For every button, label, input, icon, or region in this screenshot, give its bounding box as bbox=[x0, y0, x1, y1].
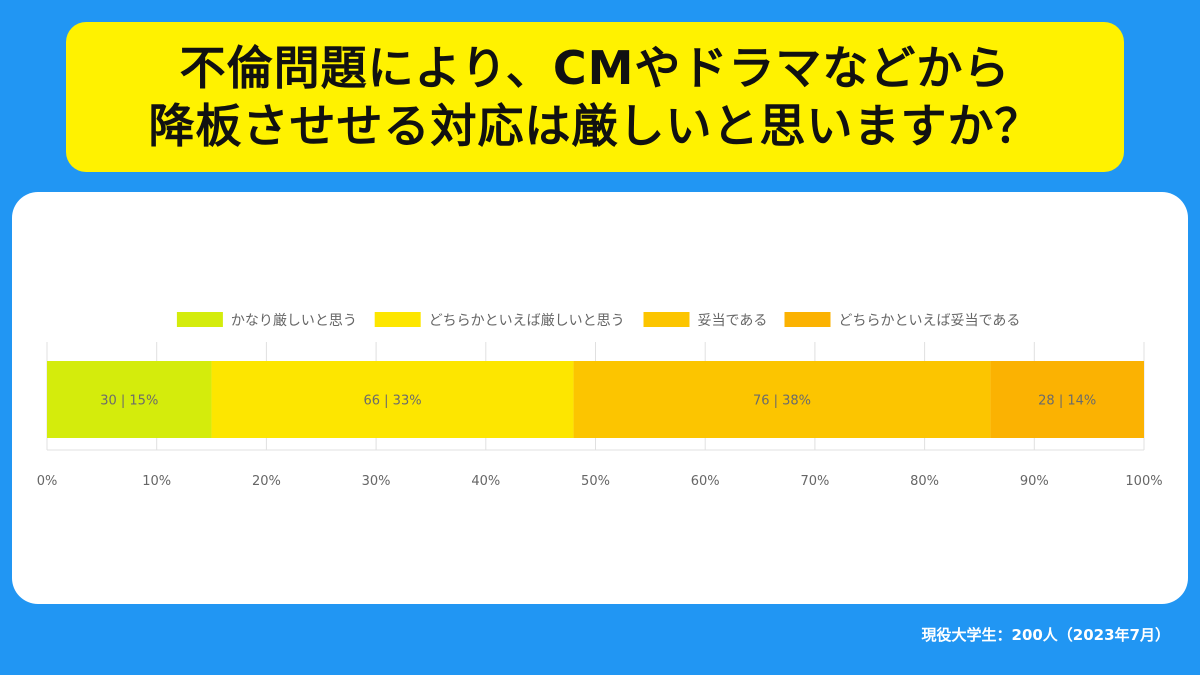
tick-label: 50% bbox=[581, 474, 610, 489]
data-label: 76 | 38% bbox=[753, 394, 811, 409]
legend-label: どちらかといえば妥当である bbox=[839, 313, 1021, 329]
bars: 30 | 15% 66 | 33% 76 | 38% 28 | 14% bbox=[47, 361, 1144, 438]
tick-label: 60% bbox=[691, 474, 720, 489]
legend: かなり厳しいと思う どちらかといえば厳しいと思う 妥当である どちらかといえば妥当であ… bbox=[176, 312, 1021, 329]
title-banner: 不倫問題により、CMやドラマなどから 降板させせる対応は厳しいと思いますか？ bbox=[66, 22, 1124, 172]
legend-swatch-2 bbox=[374, 312, 421, 327]
tick-label: 40% bbox=[471, 474, 500, 489]
tick-label: 10% bbox=[142, 474, 171, 489]
bar-segment-1 bbox=[47, 361, 212, 438]
legend-swatch-1 bbox=[176, 312, 223, 327]
legend-swatch-4 bbox=[784, 312, 831, 327]
legend-label: どちらかといえば厳しいと思う bbox=[429, 313, 625, 329]
legend-label: 妥当である bbox=[698, 313, 768, 329]
tick-label: 80% bbox=[910, 474, 939, 489]
stacked-bar-chart: かなり厳しいと思う どちらかといえば厳しいと思う 妥当である どちらかといえば妥当であ… bbox=[37, 312, 1163, 489]
tick-label: 0% bbox=[37, 474, 58, 489]
tick-label: 100% bbox=[1125, 474, 1162, 489]
sample-note: 現役大学生：200人（2023年7月） bbox=[921, 626, 1171, 644]
data-label: 28 | 14% bbox=[1038, 394, 1096, 409]
bar-segment-2 bbox=[211, 361, 574, 438]
title-line-2: 降板させせる対応は厳しいと思いますか？ bbox=[148, 99, 1042, 153]
tick-label: 70% bbox=[800, 474, 829, 489]
tick-label: 90% bbox=[1020, 474, 1049, 489]
tick-label: 30% bbox=[362, 474, 391, 489]
data-label: 66 | 33% bbox=[364, 394, 422, 409]
bar-segment-4 bbox=[990, 361, 1144, 438]
data-label: 30 | 15% bbox=[100, 394, 158, 409]
tick-label: 20% bbox=[252, 474, 281, 489]
bar-segment-3 bbox=[573, 361, 991, 438]
chart-card: かなり厳しいと思う どちらかといえば厳しいと思う 妥当である どちらかといえば妥当であ… bbox=[12, 192, 1188, 604]
title-line-1: 不倫問題により、CMやドラマなどから bbox=[179, 41, 1011, 95]
legend-swatch-3 bbox=[643, 312, 690, 327]
legend-label: かなり厳しいと思う bbox=[231, 313, 357, 329]
x-axis-ticks: 0% 10% 20% 30% 40% 50% 60% 70% 80% 90% 100% bbox=[37, 474, 1163, 489]
